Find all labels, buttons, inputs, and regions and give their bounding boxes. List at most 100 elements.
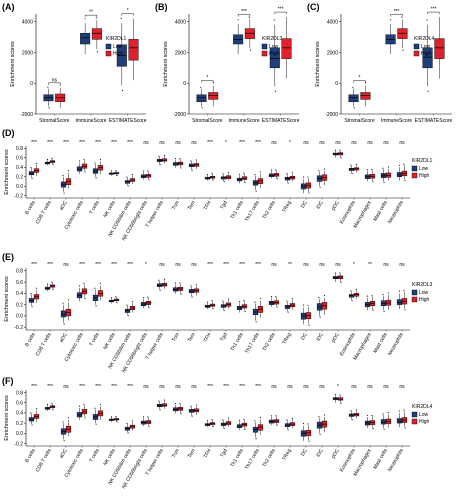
x-tick-label: Tgd xyxy=(219,200,229,211)
box-low xyxy=(380,167,387,184)
x-tick-label: Th1 cells xyxy=(230,200,245,221)
y-tick-label: 0.6 xyxy=(16,401,23,407)
outlier-point xyxy=(383,428,385,430)
y-tick-label: -2000 xyxy=(325,112,338,118)
significance-label: *** xyxy=(207,262,213,268)
box-low xyxy=(44,403,51,411)
outlier-point xyxy=(158,400,160,402)
outlier-point xyxy=(307,304,309,307)
legend-title: KIR2DL3 xyxy=(262,36,283,42)
outlier-point xyxy=(276,178,278,180)
legend-title: KIR2DL1 xyxy=(106,36,127,42)
box-high xyxy=(49,157,56,165)
box-low xyxy=(220,300,227,311)
x-tick-label: Th2 cells xyxy=(262,200,277,221)
box-high xyxy=(369,295,376,311)
significance-label: ns xyxy=(143,384,149,390)
box-body xyxy=(91,28,102,40)
outlier-point xyxy=(403,163,405,165)
outlier-point xyxy=(398,164,401,167)
significance-label: ns xyxy=(271,384,277,390)
outlier-point xyxy=(222,419,224,421)
significance-label: ns xyxy=(383,384,389,390)
x-tick-label: Neutrophils xyxy=(387,448,405,473)
box-high xyxy=(225,417,232,427)
box-low xyxy=(252,420,259,440)
outlier-point xyxy=(46,403,49,406)
outlier-point xyxy=(287,182,289,184)
outlier-point xyxy=(115,296,117,298)
y-tick-label: 4000 xyxy=(327,19,338,25)
outlier-point xyxy=(355,288,358,290)
outlier-point xyxy=(83,282,85,284)
outlier-point xyxy=(426,19,428,21)
y-tick-label: 0.8 xyxy=(16,269,23,275)
outlier-point xyxy=(63,192,65,194)
legend-swatch-high xyxy=(261,50,268,57)
x-tick-label: B cells xyxy=(24,200,37,216)
x-tick-label: iDC xyxy=(315,448,325,459)
outlier-point xyxy=(190,160,192,162)
box-high xyxy=(353,288,360,299)
x-tick-label: Mast cells xyxy=(372,200,389,223)
outlier-point xyxy=(223,180,225,183)
legend-label: Low xyxy=(269,44,279,50)
box-body xyxy=(434,38,445,59)
outlier-point xyxy=(51,157,53,159)
outlier-point xyxy=(121,89,123,92)
outlier-point xyxy=(35,162,38,164)
y-tick-label: 0.8 xyxy=(16,146,23,152)
outlier-point xyxy=(159,289,161,291)
box-high xyxy=(257,297,264,318)
box-high xyxy=(145,416,152,427)
significance-label: ns xyxy=(175,262,181,268)
box-high xyxy=(273,295,280,308)
box-high xyxy=(289,171,296,182)
outlier-point xyxy=(84,297,86,299)
outlier-point xyxy=(212,426,214,428)
y-tick-label: 0.8 xyxy=(16,390,23,396)
significance-label: *** xyxy=(47,384,53,390)
box-high xyxy=(91,17,102,53)
box-high xyxy=(161,154,168,164)
outlier-point xyxy=(383,310,385,313)
box-low xyxy=(188,405,195,417)
outlier-point xyxy=(223,427,225,429)
x-tick-label: ESTIMATEScore xyxy=(109,118,147,124)
significance-label: * xyxy=(289,140,291,146)
x-tick-label: pDC xyxy=(331,200,341,212)
box-high xyxy=(305,304,312,326)
significance-label: *** xyxy=(239,140,245,146)
x-tick-label: Neutrophils xyxy=(387,332,405,357)
outlier-point xyxy=(404,309,406,311)
outlier-point xyxy=(195,404,198,406)
outlier-point xyxy=(95,177,97,179)
box-high xyxy=(208,82,219,107)
box-low xyxy=(204,173,211,181)
box-low xyxy=(396,164,403,181)
outlier-point xyxy=(206,420,209,422)
box-high xyxy=(193,159,200,170)
outlier-point xyxy=(163,399,166,401)
outlier-point xyxy=(270,296,273,298)
box-high xyxy=(369,169,376,183)
x-tick-label: ESTIMATEScore xyxy=(262,118,300,124)
outlier-point xyxy=(254,174,256,176)
box-high xyxy=(257,416,264,435)
y-tick-label: 0.2 xyxy=(16,421,23,427)
outlier-point xyxy=(30,292,32,295)
box-high xyxy=(65,417,72,437)
x-tick-label: T cells xyxy=(88,448,101,464)
significance-label: *** xyxy=(207,140,213,146)
box-low xyxy=(92,162,99,179)
x-tick-label: CD8 T cells xyxy=(35,332,53,358)
significance-bracket xyxy=(390,14,403,17)
x-tick-label: Th2 cells xyxy=(262,332,277,353)
box-low xyxy=(380,413,387,430)
outlier-point xyxy=(351,419,353,421)
outlier-point xyxy=(52,409,54,411)
significance-label: ns xyxy=(399,262,405,268)
significance-label: *** xyxy=(79,262,85,268)
box-low xyxy=(44,283,51,292)
